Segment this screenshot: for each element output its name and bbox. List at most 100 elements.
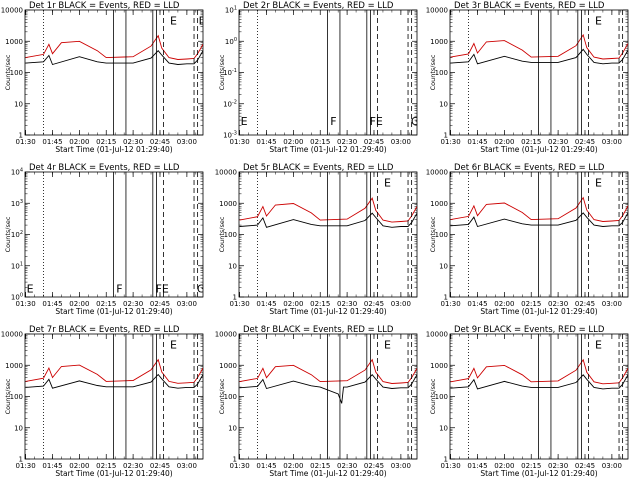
panel-title: Det 7r BLACK = Events, RED = LLD [29,325,180,335]
panel-det-1r: Det 1r BLACK = Events, RED = LLD 1 10 100 10… [1,1,204,154]
y-tick-label: 10 [14,424,23,432]
y-axis-label: Counts/sec [429,378,437,414]
event-annotation: F [330,115,336,128]
panel-title: Det 3r BLACK = Events, RED = LLD [454,1,605,11]
series-line-events [25,50,203,66]
y-tick-label: 100 [435,231,448,239]
y-tick-label: 10000 [215,331,237,339]
panel-det-4r: Det 4r BLACK = Events, RED = LLD 100 101 10… [4,163,204,316]
x-tick-label: 02:30 [123,138,143,146]
x-tick-label: 02:45 [575,138,595,146]
y-tick-label: 100 [11,293,23,302]
x-axis-label: Start Time (01-Jul-12 01:29:40) [55,469,172,478]
x-tick-label: 03:00 [391,462,411,470]
x-tick-label: 02:45 [364,138,384,146]
y-tick-label: 100 [224,231,237,239]
event-annotation: E [27,283,34,296]
y-tick-label: 1000 [219,362,237,370]
y-tick-label: 1 [19,132,23,140]
y-tick-label: 1 [233,294,237,302]
y-tick-label: 10000 [215,169,237,177]
x-tick-label: 01:45 [42,300,62,308]
x-tick-label: 02:45 [575,462,595,470]
series-line-events [25,373,203,389]
x-tick-label: 02:00 [494,300,514,308]
series-line-lld [450,196,628,222]
y-tick-label: 1 [444,132,448,140]
x-tick-label: 02:45 [364,300,384,308]
x-axis-label: Start Time (01-Jul-12 01:29:40) [55,145,172,154]
x-tick-label: 02:00 [69,300,89,308]
x-tick-label: 02:00 [69,462,89,470]
x-tick-label: 01:30 [441,462,461,470]
y-tick-label: 10000 [426,331,448,339]
y-axis-label: Counts/sec [4,54,12,90]
plot-area: E [450,10,628,135]
x-tick-label: 02:15 [310,300,330,308]
x-tick-label: 01:30 [441,138,461,146]
panel-title: Det 6r BLACK = Events, RED = LLD [454,163,605,173]
x-tick-label: 02:30 [337,300,357,308]
x-tick-label: 01:45 [256,138,276,146]
panel-title: Det 8r BLACK = Events, RED = LLD [243,325,394,335]
y-tick-label: 102 [11,230,23,239]
x-tick-label: 02:15 [96,300,116,308]
panel-title: Det 4r BLACK = Events, RED = LLD [29,163,180,173]
x-tick-label: 02:15 [521,138,541,146]
x-tick-label: 01:30 [16,300,36,308]
event-annotation: E [595,176,602,189]
y-tick-label: 10000 [1,331,23,339]
panel-det-2r: Det 2r BLACK = Events, RED = LLD 10-3 10-2… [218,1,418,154]
x-tick-label: 01:45 [467,138,487,146]
y-axis-label: Counts/sec [218,216,226,252]
x-axis-label: Start Time (01-Jul-12 01:29:40) [480,307,597,316]
panel-title: Det 9r BLACK = Events, RED = LLD [454,325,605,335]
y-tick-label: 103 [11,199,23,208]
plot-frame [449,9,629,136]
y-tick-label: 1 [444,456,448,464]
x-tick-label: 02:30 [337,462,357,470]
x-tick-label: 02:00 [283,462,303,470]
x-tick-label: 03:00 [602,300,622,308]
plot-frame [449,171,629,298]
y-axis-label: Counts/sec [4,378,12,414]
x-axis-label: Start Time (01-Jul-12 01:29:40) [55,307,172,316]
x-tick-label: 02:45 [150,300,170,308]
x-tick-label: 02:45 [150,462,170,470]
x-tick-label: 02:30 [548,462,568,470]
x-axis-label: Start Time (01-Jul-12 01:29:40) [269,307,386,316]
x-tick-label: 02:30 [123,462,143,470]
panel-det-7r: Det 7r BLACK = Events, RED = LLD 1 10 100 10… [1,325,204,478]
y-tick-label: 1000 [5,38,23,46]
plot-frame [238,9,418,136]
y-tick-label: 10 [439,262,448,270]
plot-area: E [239,334,417,459]
series-line-events [450,48,628,65]
x-tick-label: 02:00 [494,138,514,146]
y-tick-label: 1000 [219,200,237,208]
plot-frame [24,9,204,136]
y-tick-label: 10-2 [223,99,237,108]
y-tick-label: 10000 [426,7,448,15]
x-tick-label: 01:45 [42,138,62,146]
event-annotation: E [170,338,177,351]
panel-det-9r: Det 9r BLACK = Events, RED = LLD 1 10 100 10… [426,325,629,478]
plot-frame [24,171,204,298]
plot-area: E [239,172,417,297]
x-tick-label: 02:30 [337,138,357,146]
x-tick-label: 01:30 [441,300,461,308]
plot-area: E F FE G [27,172,203,297]
x-axis-label: Start Time (01-Jul-12 01:29:40) [269,145,386,154]
x-tick-label: 02:15 [521,300,541,308]
y-axis-label: Counts/sec [218,54,226,90]
y-tick-label: 10 [228,424,237,432]
y-tick-label: 10-1 [223,68,237,77]
series-line-lld [239,197,417,223]
y-tick-label: 10000 [426,169,448,177]
x-tick-label: 01:45 [467,462,487,470]
x-tick-label: 02:30 [123,300,143,308]
y-axis-label: Counts/sec [429,54,437,90]
x-tick-label: 03:00 [391,300,411,308]
